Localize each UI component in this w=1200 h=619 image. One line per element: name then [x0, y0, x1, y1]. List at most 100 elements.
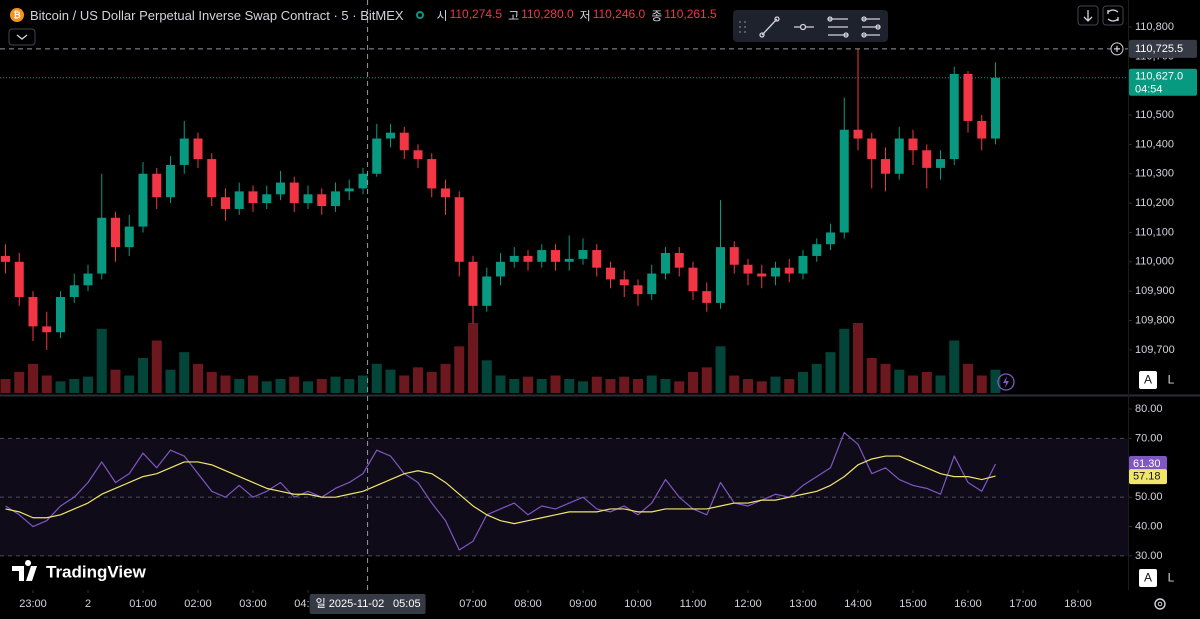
- volume-bar: [866, 358, 877, 393]
- y-tick-label: 110,300: [1135, 168, 1174, 180]
- channel-tool[interactable]: [861, 16, 881, 38]
- volume-bar: [523, 376, 533, 393]
- volume-bar: [55, 381, 66, 393]
- x-tick-label: 18:00: [1064, 598, 1092, 610]
- candle-body: [729, 247, 739, 265]
- fib-tool[interactable]: [827, 16, 849, 38]
- scroll-icon: [1083, 10, 1093, 22]
- volume-bar: [564, 379, 575, 393]
- candle-body: [441, 188, 450, 198]
- volume-bar: [921, 372, 932, 393]
- candle-body: [523, 255, 533, 262]
- candle-body: [496, 261, 505, 277]
- auto-button[interactable]: [1139, 371, 1157, 389]
- last-price-box: [1129, 68, 1197, 96]
- candle-body: [138, 173, 148, 227]
- ohlc-key: 시: [436, 8, 448, 23]
- volume-bar: [578, 381, 588, 393]
- volume-bar: [853, 323, 863, 393]
- candle-body: [894, 138, 904, 174]
- volume-bar: [619, 376, 630, 393]
- volume-bar: [660, 379, 671, 393]
- volume-bar: [963, 363, 973, 393]
- volume-bar: [550, 375, 561, 393]
- reset-button[interactable]: [1102, 5, 1124, 26]
- volume-bar: [468, 323, 478, 393]
- y-tick-label: 109,900: [1135, 285, 1175, 297]
- trend-line-tool[interactable]: [759, 16, 780, 38]
- volume-bar: [275, 379, 286, 393]
- y-tick-label: 109,800: [1135, 314, 1175, 326]
- candle-body: [1, 255, 10, 262]
- reset-icon: [1107, 9, 1119, 22]
- rsi-pane: [0, 437, 1128, 557]
- ohlc-key: 종: [651, 8, 663, 23]
- collapse-button-frame: [8, 28, 36, 46]
- x-tick-label: 12:00: [734, 598, 762, 610]
- candle-body: [702, 291, 712, 303]
- volume-bar: [454, 346, 465, 393]
- x-tick-label: 03:00: [239, 598, 267, 610]
- volume-bar: [371, 363, 382, 393]
- rsi-band-fill: [0, 438, 1128, 556]
- rsi-y-tick-label: 40.00: [1135, 520, 1163, 532]
- candle-body: [674, 252, 684, 268]
- volume-bar: [949, 340, 960, 393]
- symbol-title: Bitcoin / US Dollar Perpetual Inverse Sw…: [30, 7, 404, 23]
- rsi-auto-button[interactable]: [1139, 569, 1157, 587]
- candle-body: [592, 250, 602, 268]
- volume-bar: [330, 376, 341, 393]
- volume-bar: [14, 372, 25, 393]
- candle-body: [372, 138, 382, 174]
- last-price-label: 110,627.0: [1135, 71, 1183, 83]
- candle-body: [798, 255, 808, 274]
- x-tick-label: 17:00: [1009, 598, 1037, 610]
- candle-body: [482, 276, 492, 306]
- rsi-value-box: [1129, 455, 1167, 471]
- candle-body: [344, 188, 354, 192]
- volume-bar: [536, 379, 547, 393]
- horizontal-ray-tool[interactable]: [794, 23, 814, 31]
- scroll-button[interactable]: [1077, 5, 1099, 26]
- candle-body: [262, 194, 272, 204]
- x-tick-label: 14:00: [844, 598, 872, 610]
- top-right-buttons: [1077, 5, 1124, 26]
- volume-bar: [234, 379, 245, 393]
- volume-bar: [605, 379, 616, 393]
- gear-hub: [1157, 601, 1163, 607]
- ohlc-key: 고: [508, 8, 520, 23]
- volume-bar: [96, 328, 107, 393]
- candle-body: [234, 191, 244, 209]
- alert-bolt: [1003, 376, 1009, 388]
- rsi-line: [5, 431, 997, 551]
- volume-bar: [28, 363, 38, 393]
- candle-body: [771, 267, 780, 277]
- candle-body: [276, 182, 285, 195]
- crosshair-time: 05:05: [393, 598, 421, 610]
- volume-bar: [481, 360, 492, 393]
- candle-body: [578, 250, 588, 259]
- settings-icon[interactable]: [1154, 598, 1166, 610]
- volume-bar: [976, 375, 987, 393]
- rsi-ma-line: [5, 455, 996, 525]
- toolbar-bg: [733, 10, 888, 42]
- candle-body: [509, 255, 519, 262]
- candle-body: [207, 159, 217, 198]
- candle-body: [949, 73, 959, 160]
- candle-body: [963, 73, 973, 121]
- volume-bar: [193, 363, 203, 393]
- volume-bar: [701, 367, 712, 393]
- candle-body: [688, 267, 698, 292]
- volume-bar: [248, 375, 258, 393]
- collapse-button[interactable]: [8, 28, 36, 46]
- volume-bar: [83, 376, 93, 393]
- alert-icon[interactable]: [997, 373, 1015, 391]
- volume-bar: [413, 367, 423, 393]
- gear-ring: [1154, 598, 1166, 610]
- log-button-label: L: [1168, 373, 1175, 387]
- collapse-icon: [16, 34, 28, 40]
- volume-bar: [509, 379, 520, 393]
